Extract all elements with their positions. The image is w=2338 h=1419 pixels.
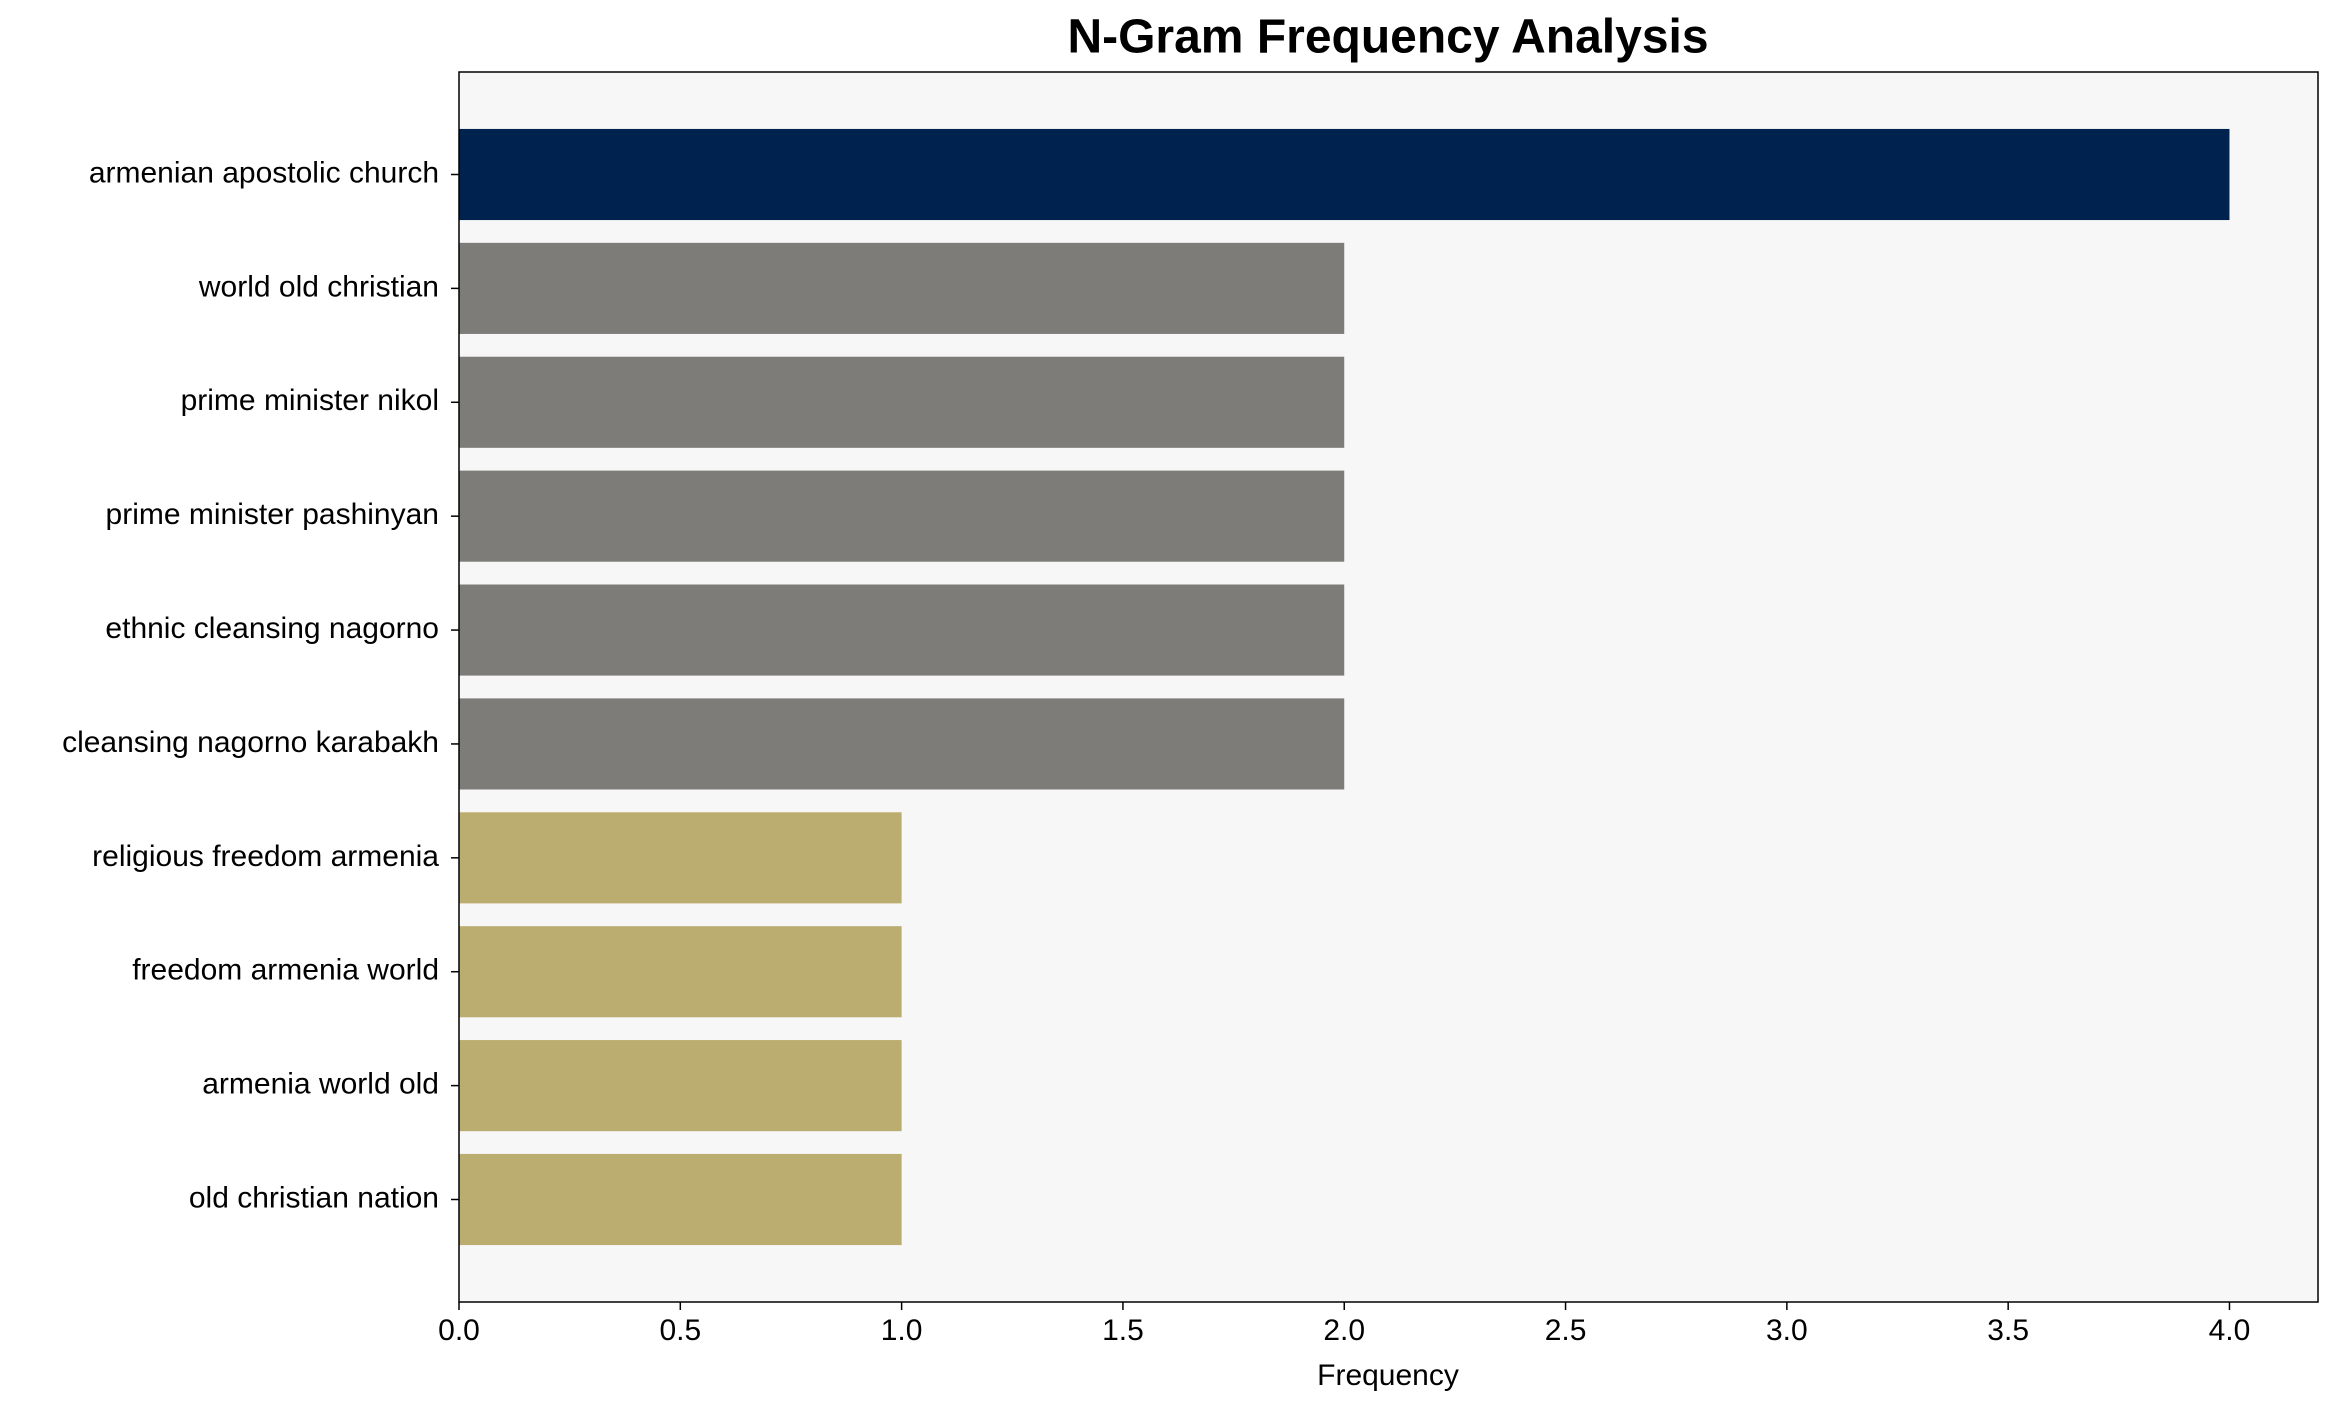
- x-tick-label: 2.0: [1323, 1314, 1365, 1347]
- bar: [459, 470, 1345, 562]
- x-axis-label: Frequency: [1317, 1359, 1459, 1392]
- y-tick-label: religious freedom armenia: [92, 840, 439, 873]
- bar: [459, 698, 1345, 790]
- bar: [459, 1153, 902, 1246]
- bar: [459, 584, 1345, 676]
- bar: [459, 926, 902, 1018]
- bar: [459, 356, 1345, 448]
- x-tick-label: 1.0: [881, 1314, 923, 1347]
- x-tick-label: 2.5: [1545, 1314, 1587, 1347]
- y-tick-label: armenian apostolic church: [89, 156, 439, 189]
- x-tick-label: 0.0: [438, 1314, 480, 1347]
- bar: [459, 1040, 902, 1132]
- y-tick-label: prime minister pashinyan: [106, 498, 439, 531]
- bar: [459, 242, 1345, 334]
- bar: [459, 128, 2230, 221]
- plot-frame: [458, 71, 2319, 1303]
- y-tick-label: prime minister nikol: [181, 384, 439, 417]
- x-tick-label: 1.5: [1102, 1314, 1144, 1347]
- y-tick-label: freedom armenia world: [132, 954, 439, 987]
- x-tick-label: 0.5: [659, 1314, 701, 1347]
- y-tick-label: world old christian: [198, 270, 439, 303]
- y-tick-label: ethnic cleansing nagorno: [105, 612, 439, 645]
- x-tick-label: 3.0: [1766, 1314, 1808, 1347]
- bar: [459, 812, 902, 904]
- y-tick-label: cleansing nagorno karabakh: [62, 726, 439, 759]
- x-tick-label: 4.0: [2209, 1314, 2251, 1347]
- y-tick-label: old christian nation: [189, 1181, 439, 1214]
- x-tick-label: 3.5: [1987, 1314, 2029, 1347]
- y-tick-label: armenia world old: [202, 1068, 439, 1101]
- chart-title: N-Gram Frequency Analysis: [1067, 11, 1708, 64]
